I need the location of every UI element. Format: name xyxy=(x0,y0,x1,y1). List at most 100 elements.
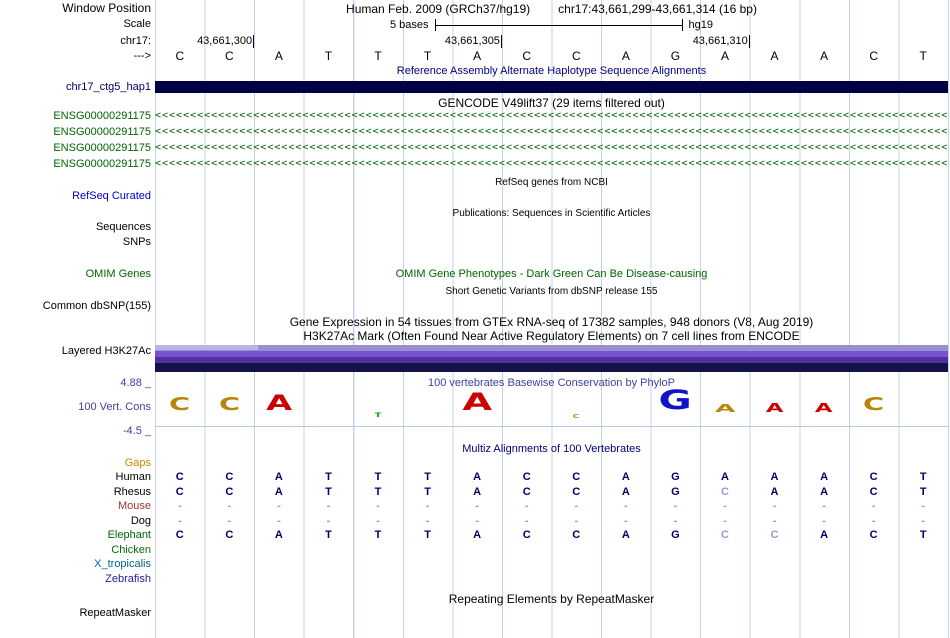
aligned-base: A xyxy=(473,471,482,483)
track-title-h3k27ac[interactable]: H3K27Ac Mark (Often Found Near Active Re… xyxy=(303,329,800,343)
aligned-base: C xyxy=(225,529,234,541)
track-label-gencode-gene[interactable]: ENSG00000291175 xyxy=(53,142,151,154)
phylop-logo-base: G xyxy=(658,385,693,416)
aligned-base: T xyxy=(374,529,382,541)
track-title-omim[interactable]: OMIM Gene Phenotypes - Dark Green Can Be… xyxy=(395,268,708,280)
track-title-dbsnp[interactable]: Short Genetic Variants from dbSNP releas… xyxy=(445,286,658,297)
scale-ruler xyxy=(434,19,683,31)
aligned-base: - xyxy=(574,515,579,527)
ref-base: G xyxy=(670,49,681,63)
h3k27ac-peak-segment[interactable] xyxy=(155,345,258,350)
phylop-logo-base: C xyxy=(573,414,580,420)
track-label-common-dbsnp[interactable]: Common dbSNP(155) xyxy=(42,300,151,312)
track-label-100-vert-cons[interactable]: 100 Vert. Cons xyxy=(78,401,151,413)
h3k27ac-signal-layers[interactable] xyxy=(155,345,948,372)
aligned-base: C xyxy=(869,529,878,541)
aligned-base: - xyxy=(475,500,479,512)
gencode-transcript-line[interactable]: <<<<<<<<<<<<<<<<<<<<<<<<<<<<<<<<<<<<<<<<… xyxy=(155,110,948,121)
track-label-species-zebrafish[interactable]: Zebrafish xyxy=(105,573,151,585)
alignment-row-mouse[interactable]: ---------------- xyxy=(155,500,948,514)
track-label-species-x_tropicalis[interactable]: X_tropicalis xyxy=(94,558,151,570)
gencode-transcript-line[interactable]: <<<<<<<<<<<<<<<<<<<<<<<<<<<<<<<<<<<<<<<<… xyxy=(155,158,948,169)
h3k27ac-layer[interactable] xyxy=(155,357,948,363)
aligned-base: C xyxy=(572,486,581,498)
aligned-base: C xyxy=(869,486,878,498)
track-label-species-dog[interactable]: Dog xyxy=(130,515,151,527)
aligned-base: - xyxy=(425,515,430,527)
aligned-base: - xyxy=(177,515,182,527)
aligned-base: G xyxy=(671,529,680,541)
assembly-title: Human Feb. 2009 (GRCh37/hg19) xyxy=(346,1,531,16)
aligned-base: - xyxy=(524,515,529,527)
aligned-base: T xyxy=(325,486,332,498)
ref-base: C xyxy=(175,49,185,63)
track-title-phylop[interactable]: 100 vertebrates Basewise Conservation by… xyxy=(427,377,676,389)
phylop-logo-base: A xyxy=(765,401,784,415)
ref-base: A xyxy=(770,49,779,63)
aligned-base: A xyxy=(621,486,630,498)
aligned-base: - xyxy=(624,515,628,527)
track-title-alt-haplotype[interactable]: Reference Assembly Alternate Haplotype S… xyxy=(396,65,707,77)
gencode-transcript-line[interactable]: <<<<<<<<<<<<<<<<<<<<<<<<<<<<<<<<<<<<<<<<… xyxy=(155,126,948,137)
track-label-species-elephant[interactable]: Elephant xyxy=(107,529,151,541)
h3k27ac-layer[interactable] xyxy=(155,351,948,357)
aligned-base: C xyxy=(522,471,531,483)
track-label-gencode-gene[interactable]: ENSG00000291175 xyxy=(53,158,151,170)
track-label-repeatmasker[interactable]: RepeatMasker xyxy=(79,607,151,619)
aligned-base: T xyxy=(374,471,382,483)
phylop-baseline xyxy=(155,426,948,427)
track-label-gencode-gene[interactable]: ENSG00000291175 xyxy=(53,110,151,122)
track-title-multiz[interactable]: Multiz Alignments of 100 Vertebrates xyxy=(462,443,641,455)
h3k27ac-layer[interactable] xyxy=(155,345,948,351)
track-label-species-mouse[interactable]: Mouse xyxy=(117,500,151,512)
track-title-gtex[interactable]: Gene Expression in 54 tissues from GTEx … xyxy=(289,315,814,329)
track-title-repeatmasker[interactable]: Repeating Elements by RepeatMasker xyxy=(448,592,655,606)
track-label-layered-h3k27ac[interactable]: Layered H3K27Ac xyxy=(61,345,151,357)
scale-row: 5 bases hg19 xyxy=(155,18,948,32)
track-label-species-chicken[interactable]: Chicken xyxy=(111,544,151,556)
coordinate-ticks: 43,661,300 43,661,305 43,661,310 xyxy=(155,35,948,49)
track-label-omim-genes[interactable]: OMIM Genes xyxy=(85,268,151,280)
aligned-base: - xyxy=(376,500,380,512)
aligned-base: C xyxy=(522,529,531,541)
chrom-label: chr17: xyxy=(120,35,151,47)
assembly-tag: hg19 xyxy=(688,18,713,31)
aligned-base: T xyxy=(325,471,332,483)
aligned-base: A xyxy=(820,529,829,541)
ref-base: T xyxy=(374,49,382,63)
position-header: Human Feb. 2009 (GRCh37/hg19) chr17:43,6… xyxy=(155,2,948,16)
aligned-base: - xyxy=(326,500,331,512)
track-title-publications[interactable]: Publications: Sequences in Scientific Ar… xyxy=(452,208,651,219)
track-label-sequences[interactable]: Sequences xyxy=(95,221,151,233)
alt-haplotype-alignment-bar[interactable] xyxy=(155,81,948,93)
aligned-base: - xyxy=(871,500,876,512)
track-label-species-human[interactable]: Human xyxy=(115,471,151,483)
alignment-row-dog[interactable]: ---------------- xyxy=(155,515,948,529)
aligned-base: - xyxy=(624,500,628,512)
track-label-gencode-gene[interactable]: ENSG00000291175 xyxy=(53,126,151,138)
track-label-chr17-ctg5-hap1[interactable]: chr17_ctg5_hap1 xyxy=(65,81,151,93)
gencode-transcript-line[interactable]: <<<<<<<<<<<<<<<<<<<<<<<<<<<<<<<<<<<<<<<<… xyxy=(155,142,948,153)
aligned-base: - xyxy=(277,500,281,512)
aligned-base: A xyxy=(820,471,829,483)
aligned-base: A xyxy=(473,529,482,541)
track-title-refseq[interactable]: RefSeq genes from NCBI xyxy=(495,177,608,188)
track-label-refseq-curated[interactable]: RefSeq Curated xyxy=(72,190,151,202)
track-title-gencode[interactable]: GENCODE V49lift37 (29 items filtered out… xyxy=(438,96,665,110)
track-label-gaps[interactable]: Gaps xyxy=(124,457,151,469)
aligned-base: - xyxy=(772,515,777,527)
aligned-base: - xyxy=(673,515,678,527)
aligned-base: T xyxy=(424,529,431,541)
track-label-snps[interactable]: SNPs xyxy=(122,236,151,248)
h3k27ac-layer[interactable] xyxy=(155,363,948,372)
aligned-base: - xyxy=(574,500,579,512)
track-label-species-rhesus[interactable]: Rhesus xyxy=(113,486,151,498)
aligned-base: - xyxy=(772,500,777,512)
ref-base: A xyxy=(820,49,829,63)
